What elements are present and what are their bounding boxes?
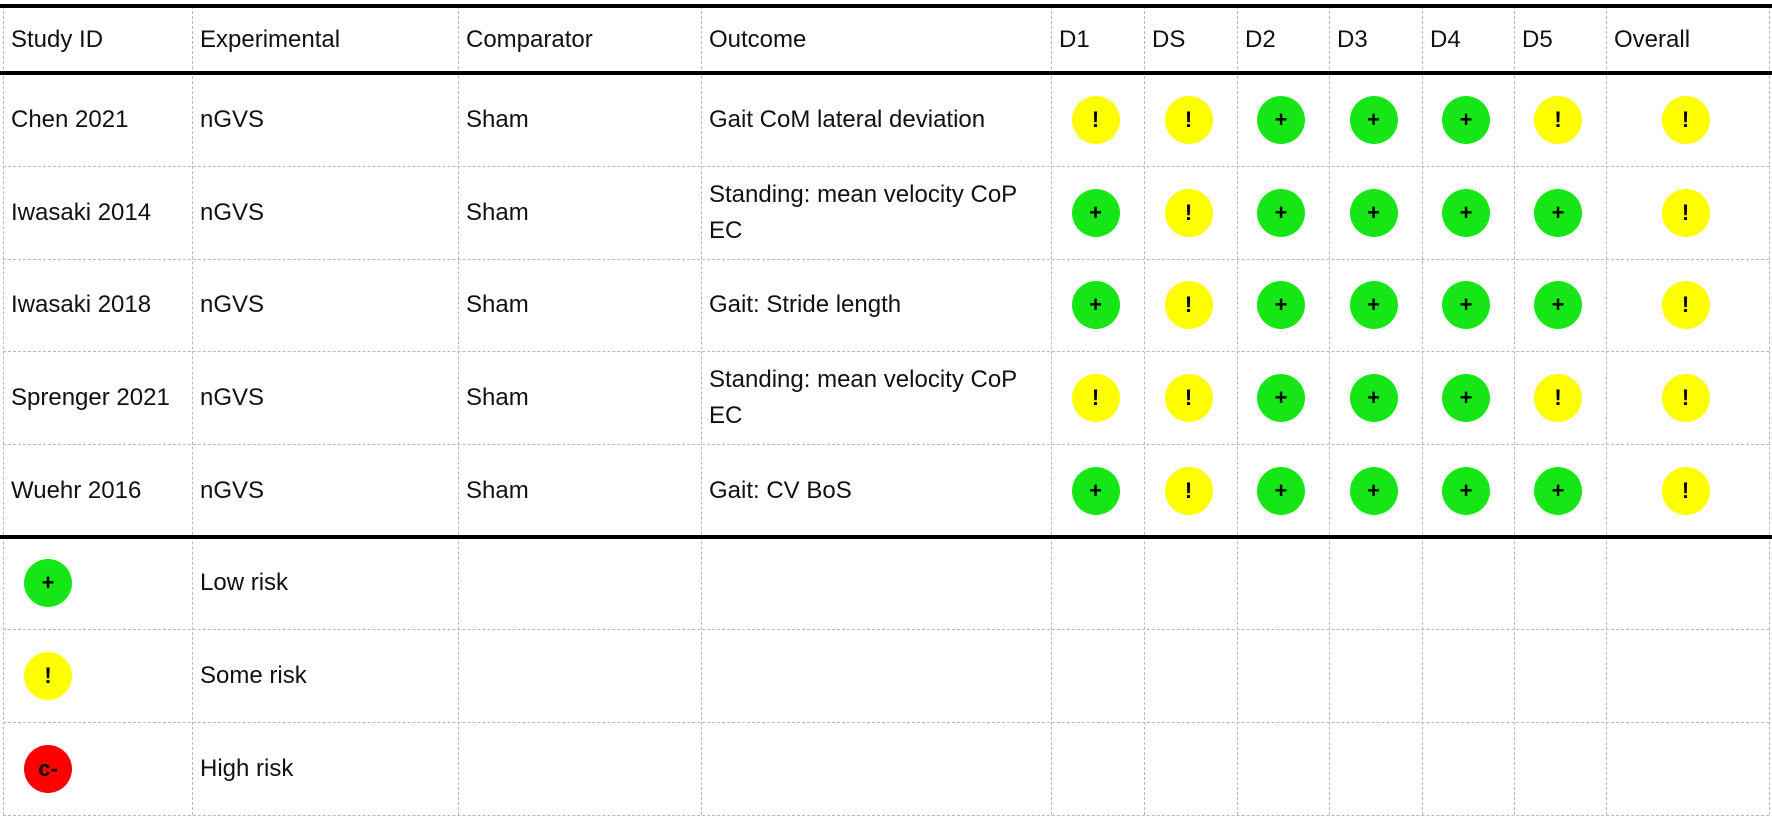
column-header: Study ID [11, 25, 104, 53]
column-divider [1769, 6, 1770, 815]
risk-indicator: ! [1164, 281, 1213, 329]
risk-indicator: + [1442, 188, 1490, 237]
risk-indicator: ! [1661, 373, 1710, 422]
risk-indicator: ! [1661, 466, 1710, 515]
risk-indicator: + [1257, 188, 1305, 237]
column-divider [1144, 6, 1145, 815]
column-header: D4 [1430, 25, 1461, 53]
table-cell: Standing: mean velocity CoP EC [709, 365, 1017, 429]
legend-label: Some risk [200, 661, 307, 689]
column-header: DS [1152, 25, 1186, 53]
table-cell: Gait: CV BoS [709, 476, 852, 504]
column-header: Outcome [709, 25, 807, 53]
column-header: D2 [1245, 25, 1276, 53]
table-cell: Sprenger 2021 [11, 383, 170, 411]
table-cell: Sham [466, 105, 529, 133]
risk-indicator: + [1534, 188, 1582, 237]
risk-indicator: ! [1071, 95, 1120, 144]
rule [0, 4, 1772, 8]
table-cell: nGVS [200, 383, 265, 411]
rule [0, 71, 1772, 75]
risk-indicator: + [1442, 373, 1490, 422]
column-divider [701, 6, 702, 815]
table-cell: nGVS [200, 105, 265, 133]
risk-indicator: c- [24, 744, 72, 793]
table-cell: Sham [466, 383, 529, 411]
risk-indicator: + [24, 559, 72, 607]
column-header: D1 [1059, 25, 1090, 53]
risk-indicator: + [1534, 466, 1582, 515]
risk-indicator: + [1442, 95, 1490, 144]
risk-indicator: ! [24, 651, 72, 700]
risk-indicator: ! [1534, 95, 1582, 144]
column-divider [1606, 6, 1607, 815]
risk-indicator: + [1349, 466, 1398, 515]
risk-indicator: + [1257, 466, 1305, 515]
column-header: D5 [1522, 25, 1553, 53]
row-divider [3, 166, 1769, 167]
table-cell: Sham [466, 198, 529, 226]
risk-indicator: + [1257, 373, 1305, 422]
risk-indicator: + [1442, 281, 1490, 329]
risk-indicator: + [1071, 466, 1120, 515]
risk-indicator: + [1257, 95, 1305, 144]
risk-indicator: + [1071, 281, 1120, 329]
table-cell: Chen 2021 [11, 105, 129, 133]
risk-indicator: ! [1164, 373, 1213, 422]
legend-label: High risk [200, 754, 294, 782]
risk-indicator: + [1349, 281, 1398, 329]
table-cell: Standing: mean velocity CoP EC [709, 180, 1017, 244]
table-cell: Sham [466, 291, 529, 318]
table-cell: nGVS [200, 291, 265, 318]
risk-indicator: + [1442, 466, 1490, 515]
risk-indicator: + [1257, 281, 1305, 329]
column-header: Experimental [200, 25, 341, 53]
risk-indicator: + [1534, 281, 1582, 329]
risk-indicator: ! [1071, 373, 1120, 422]
risk-indicator: ! [1164, 95, 1213, 144]
rule [0, 535, 1772, 539]
column-header: Overall [1614, 25, 1691, 53]
table-cell: Gait: Stride length [709, 291, 902, 318]
risk-indicator: ! [1164, 188, 1213, 237]
column-header: D3 [1337, 25, 1368, 53]
table-cell: Gait CoM lateral deviation [709, 105, 986, 133]
table-cell: Sham [466, 476, 529, 504]
row-divider [3, 259, 1769, 260]
table-cell: nGVS [200, 476, 265, 504]
risk-indicator: + [1349, 373, 1398, 422]
table-cell: Iwasaki 2014 [11, 198, 152, 226]
column-divider [3, 6, 4, 815]
column-divider [1514, 6, 1515, 815]
table-cell: Iwasaki 2018 [11, 291, 152, 318]
row-divider [3, 722, 1769, 723]
risk-indicator: ! [1534, 373, 1582, 422]
column-divider [1329, 6, 1330, 815]
risk-indicator: ! [1661, 188, 1710, 237]
column-divider [1051, 6, 1052, 815]
column-header: Comparator [466, 25, 593, 53]
risk-indicator: + [1349, 188, 1398, 237]
column-divider [458, 6, 459, 815]
risk-indicator: + [1349, 95, 1398, 144]
table-cell: nGVS [200, 198, 265, 226]
table-cell: Wuehr 2016 [11, 476, 142, 504]
row-divider [3, 351, 1769, 352]
column-divider [192, 6, 193, 815]
row-divider [3, 444, 1769, 445]
risk-indicator: ! [1661, 95, 1710, 144]
row-divider [3, 629, 1769, 630]
row-divider [3, 815, 1769, 816]
legend-label: Low risk [200, 569, 289, 596]
column-divider [1422, 6, 1423, 815]
risk-indicator: ! [1164, 466, 1213, 515]
risk-indicator: ! [1661, 281, 1710, 329]
column-divider [1237, 6, 1238, 815]
risk-indicator: + [1071, 188, 1120, 237]
